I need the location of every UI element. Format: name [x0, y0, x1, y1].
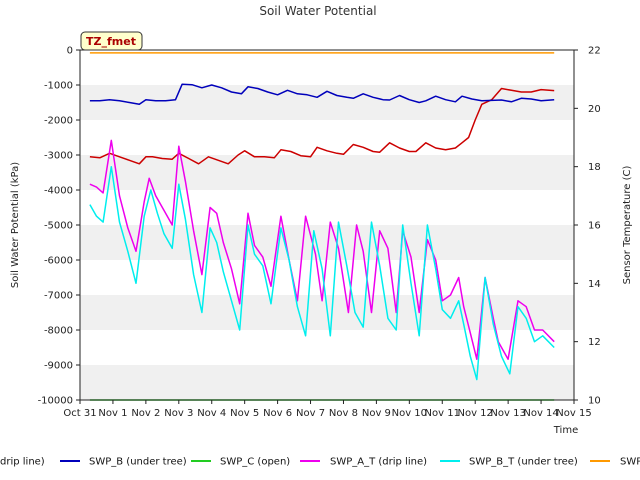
legend-label-5: SWP: [620, 457, 640, 468]
series-line-0: [89, 87, 555, 165]
grid-band: [80, 120, 574, 155]
x-tick-label: Nov 4: [197, 408, 226, 419]
y-tick-label: -4000: [44, 186, 73, 197]
y2-tick-label: 22: [588, 46, 601, 57]
y-tick-label: -7000: [44, 291, 73, 302]
legend-label-1: SWP_B (under tree): [89, 457, 187, 468]
series-line-4: [89, 165, 555, 381]
y-tick-label: -6000: [44, 256, 73, 267]
grid-band: [80, 50, 574, 85]
x-tick-label: Nov 5: [230, 408, 259, 419]
y-tick-label: -3000: [44, 151, 73, 162]
series-line-1: [89, 83, 555, 106]
x-tick-label: Nov 3: [164, 408, 193, 419]
legend-label-4: SWP_B_T (under tree): [469, 457, 578, 468]
x-tick-label: Nov 15: [556, 408, 591, 419]
y-tick-label: -10000: [38, 396, 73, 407]
legend-label-2: SWP_C (open): [220, 457, 290, 468]
legend: drip line) SWP_B (under tree) SWP_C (open)…: [0, 457, 640, 468]
y2-axis-title: Sensor Temperature (C): [622, 166, 633, 285]
x-tick-label: Nov 14: [523, 408, 558, 419]
y2-tick-label: 20: [588, 104, 601, 115]
x-tick-label: Nov 12: [457, 408, 492, 419]
y-axis-title: Soil Water Potential (kPa): [10, 162, 21, 288]
x-tick-label: Oct 31: [63, 408, 96, 419]
grid-band: [80, 190, 574, 225]
y-tick-label: -2000: [44, 116, 73, 127]
chart-title: Soil Water Potential: [259, 4, 376, 18]
x-tick-label: Nov 8: [329, 408, 358, 419]
y-axis-left: 0 -1000 -2000 -3000 -4000 -5000 -6000 -7000 -800…: [38, 46, 80, 407]
station-tag-label: TZ_fmet: [86, 35, 136, 48]
x-axis-title: Time: [553, 425, 578, 436]
x-tick-label: Nov 13: [490, 408, 525, 419]
x-tick-label: Nov 1: [98, 408, 127, 419]
y-tick-label: -9000: [44, 361, 73, 372]
y2-tick-label: 14: [588, 279, 601, 290]
station-tag: TZ_fmet: [80, 31, 143, 51]
y2-tick-label: 16: [588, 221, 601, 232]
y2-tick-label: 18: [588, 162, 601, 173]
grid-band: [80, 330, 574, 365]
y2-tick-label: 10: [588, 396, 601, 407]
grid-band: [80, 155, 574, 190]
y-tick-label: -1000: [44, 81, 73, 92]
x-axis: Oct 31 Nov 1 Nov 2 Nov 3 Nov 4 Nov 5 Nov 6 Nov …: [63, 400, 592, 419]
x-tick-label: Nov 10: [392, 408, 427, 419]
legend-label-0: drip line): [0, 457, 45, 468]
y-axis-right: 10 12 14 16 18 20 22: [574, 46, 601, 407]
x-tick-label: Nov 2: [131, 408, 160, 419]
y-tick-label: -8000: [44, 326, 73, 337]
y-tick-label: -5000: [44, 221, 73, 232]
legend-label-3: SWP_A_T (drip line): [330, 457, 427, 468]
y2-tick-label: 12: [588, 337, 601, 348]
grid-band: [80, 260, 574, 295]
grid-band: [80, 365, 574, 400]
series-line-3: [89, 139, 555, 360]
x-tick-label: Nov 11: [425, 408, 460, 419]
x-tick-label: Nov 7: [296, 408, 325, 419]
y-tick-label: 0: [67, 46, 73, 57]
x-tick-label: Nov 6: [263, 408, 292, 419]
x-tick-label: Nov 9: [362, 408, 391, 419]
